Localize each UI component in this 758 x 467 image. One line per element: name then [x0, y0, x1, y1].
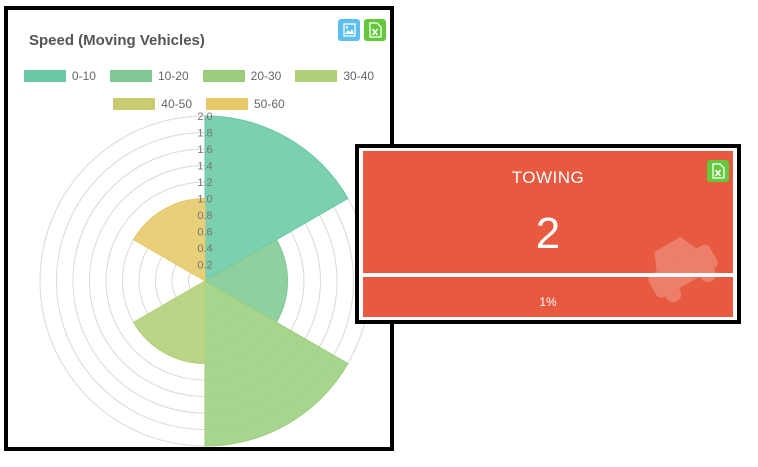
speed-chart-panel: Speed (Moving Vehicles) 0-10 10-20 20-30…	[4, 6, 394, 451]
r-tick-label: 1.2	[197, 177, 212, 189]
legend-item-10-20[interactable]: 10-20	[109, 69, 189, 83]
download-image-button[interactable]	[338, 19, 360, 41]
towing-count: 2	[535, 209, 561, 258]
segment-0-10[interactable]	[204, 115, 349, 282]
legend-row: 40-50 50-60	[8, 94, 390, 114]
car-icon	[648, 236, 718, 303]
excel-export-icon	[369, 22, 382, 38]
legend-row: 0-10 10-20 20-30 30-40	[8, 66, 390, 86]
chart-legend: 0-10 10-20 20-30 30-40 40-50 50-60	[8, 66, 390, 122]
segment-10-20[interactable]	[204, 239, 288, 323]
r-tick-label: 0.8	[197, 210, 212, 222]
image-download-icon	[343, 23, 356, 37]
r-tick-label: 1.0	[197, 194, 212, 206]
r-tick-label: 1.8	[197, 128, 212, 140]
legend-item-50-60[interactable]: 50-60	[206, 97, 285, 111]
legend-item-40-50[interactable]: 40-50	[113, 97, 192, 111]
legend-item-30-40[interactable]: 30-40	[295, 69, 374, 83]
chart-title: Speed (Moving Vehicles)	[29, 32, 205, 49]
r-tick-label: 1.6	[197, 144, 212, 156]
export-excel-button[interactable]	[364, 19, 386, 41]
r-tick-label: 2.0	[197, 111, 212, 123]
r-tick-label: 0.2	[197, 260, 212, 272]
excel-export-icon	[712, 163, 725, 179]
polar-area-chart: 0.2 0.4 0.6 0.8 1.0 1.2 1.4 1.6 1.8 2.0	[39, 111, 371, 447]
r-tick-label: 1.4	[197, 161, 212, 173]
towing-title: TOWING	[511, 168, 585, 187]
towing-card: TOWING 2 1%	[355, 144, 741, 324]
legend-item-20-30[interactable]: 20-30	[202, 69, 281, 83]
towing-percent: 1%	[539, 295, 557, 309]
segment-50-60[interactable]	[132, 197, 206, 282]
divider	[363, 273, 733, 277]
r-tick-label: 0.6	[197, 227, 212, 239]
segment-30-40[interactable]	[132, 280, 206, 365]
export-excel-button[interactable]	[707, 160, 729, 182]
r-tick-label: 0.4	[197, 243, 212, 255]
segment-20-30[interactable]	[204, 280, 349, 447]
legend-item-0-10[interactable]: 0-10	[23, 69, 96, 83]
towing-card-body: TOWING 2 1%	[363, 151, 733, 317]
